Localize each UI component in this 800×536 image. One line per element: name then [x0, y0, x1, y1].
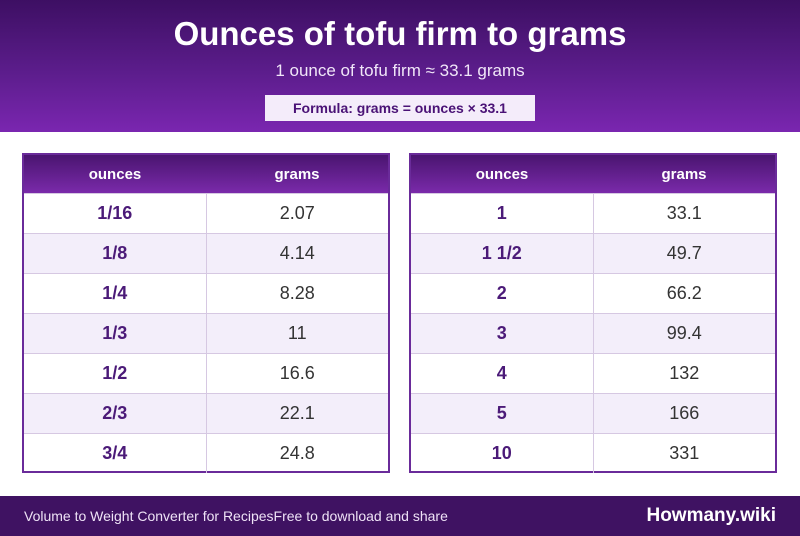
column-header-ounces: ounces — [88, 166, 142, 183]
table-row: 5 166 — [411, 393, 775, 433]
table-row: 1/4 8.28 — [24, 273, 388, 313]
grams-cell: 132 — [669, 363, 700, 383]
ounces-cell: 1/2 — [24, 354, 207, 393]
footer-text: Volume to Weight Converter for RecipesFr… — [24, 496, 448, 536]
ounces-cell: 3 — [411, 314, 594, 353]
table-row: 4 132 — [411, 353, 775, 393]
grams-cell: 66.2 — [666, 283, 702, 303]
grams-cell: 49.7 — [666, 243, 702, 263]
ounces-cell: 2 — [411, 274, 594, 313]
column-header-grams: grams — [661, 166, 707, 183]
ounces-cell: 1/16 — [24, 194, 207, 233]
table-row: 2 66.2 — [411, 273, 775, 313]
grams-cell: 22.1 — [279, 403, 315, 423]
conversion-table-left: ounces grams 1/16 2.07 1/8 4.14 1/4 8.28… — [22, 153, 390, 473]
column-header-grams: grams — [274, 166, 320, 183]
grams-cell: 99.4 — [666, 323, 702, 343]
table-row: 1/3 11 — [24, 313, 388, 353]
footer-share-note: Free to download and share — [273, 508, 448, 524]
table-row: 1 1/2 49.7 — [411, 233, 775, 273]
ounces-cell: 1/3 — [24, 314, 207, 353]
table-row: 1/16 2.07 — [24, 193, 388, 233]
ounces-cell: 1 — [411, 194, 594, 233]
brand-logo-text: Howmany.wiki — [646, 505, 776, 526]
table-row: 1/8 4.14 — [24, 233, 388, 273]
ounces-cell: 3/4 — [24, 434, 207, 473]
grams-cell: 4.14 — [279, 243, 315, 263]
conversion-table-right: ounces grams 1 33.1 1 1/2 49.7 2 66.2 3 … — [409, 153, 777, 473]
grams-cell: 8.28 — [279, 283, 315, 303]
formula-box: Formula: grams = ounces × 33.1 — [265, 95, 535, 121]
page-title: Ounces of tofu firm to grams — [173, 15, 627, 52]
ounces-cell: 1/4 — [24, 274, 207, 313]
ounces-cell: 1/8 — [24, 234, 207, 273]
table-header: ounces grams — [411, 155, 775, 193]
footer-tagline: Volume to Weight Converter for Recipes — [24, 508, 274, 524]
table-row: 1/2 16.6 — [24, 353, 388, 393]
table-row: 1 33.1 — [411, 193, 775, 233]
grams-cell: 33.1 — [666, 203, 702, 223]
ounces-cell: 4 — [411, 354, 594, 393]
conversion-subtitle: 1 ounce of tofu firm ≈ 33.1 grams — [275, 61, 525, 80]
table-row: 2/3 22.1 — [24, 393, 388, 433]
table-row: 3/4 24.8 — [24, 433, 388, 473]
table-row: 3 99.4 — [411, 313, 775, 353]
column-header-ounces: ounces — [475, 166, 529, 183]
grams-cell: 166 — [669, 403, 700, 423]
grams-cell: 331 — [669, 443, 700, 463]
grams-cell: 16.6 — [279, 363, 315, 383]
ounces-cell: 1 1/2 — [411, 234, 594, 273]
grams-cell: 24.8 — [279, 443, 315, 463]
grams-cell: 2.07 — [279, 203, 315, 223]
ounces-cell: 2/3 — [24, 394, 207, 433]
ounces-cell: 10 — [411, 434, 594, 473]
table-row: 10 331 — [411, 433, 775, 473]
table-header: ounces grams — [24, 155, 388, 193]
header-banner: Ounces of tofu firm to grams 1 ounce of … — [0, 0, 800, 132]
footer-bar: Volume to Weight Converter for RecipesFr… — [0, 496, 800, 536]
ounces-cell: 5 — [411, 394, 594, 433]
grams-cell: 11 — [287, 323, 307, 343]
